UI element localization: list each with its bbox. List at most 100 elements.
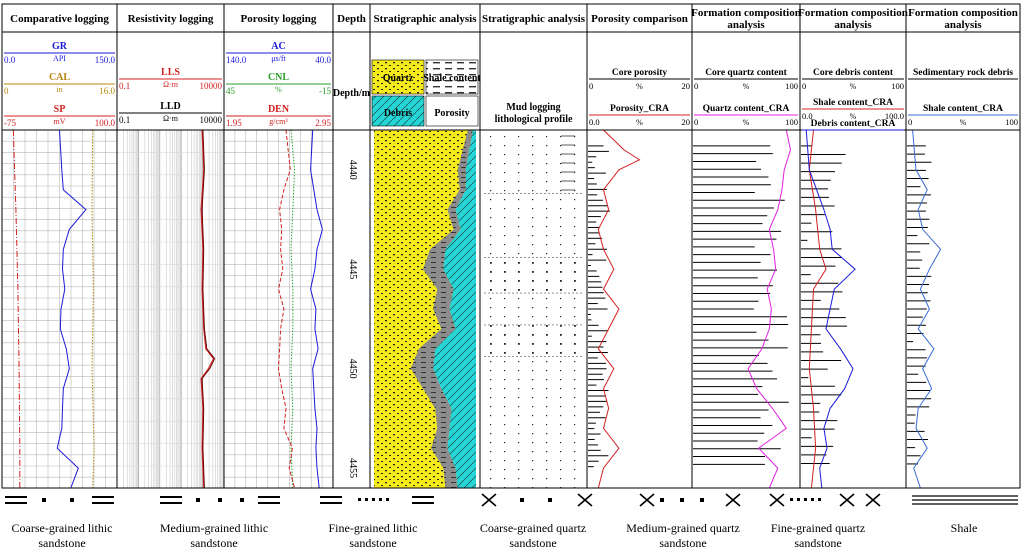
- sand-dot: [504, 289, 506, 291]
- legend-symbol: [797, 498, 800, 501]
- sand-dot: [504, 343, 506, 345]
- sand-dot: [560, 388, 562, 390]
- sand-dot: [560, 406, 562, 408]
- sand-dot: [560, 478, 562, 480]
- curve-name: Quartz content_CRA: [703, 104, 790, 114]
- sand-dot: [560, 334, 562, 336]
- sand-dot: [560, 154, 562, 156]
- sand-dot: [490, 352, 492, 354]
- key-label: Quartz: [383, 73, 414, 84]
- sand-dot: [574, 217, 576, 219]
- sand-dot: [546, 433, 548, 435]
- curve-name: Shale content_CRA: [813, 98, 893, 108]
- sand-dot: [504, 433, 506, 435]
- sand-dot: [532, 352, 534, 354]
- sand-dot: [504, 280, 506, 282]
- legend-symbol: [520, 498, 524, 502]
- stratigraphic-fill: [374, 130, 476, 488]
- scale-min: 0.1: [119, 115, 130, 125]
- sand-dot: [518, 325, 520, 327]
- sand-dot: [518, 244, 520, 246]
- sand-dot: [546, 199, 548, 201]
- sand-dot: [574, 370, 576, 372]
- sand-dot: [518, 181, 520, 183]
- column-title: Formation composition: [798, 7, 908, 19]
- scale-max: 100.0: [885, 111, 904, 121]
- scale-min: 0: [694, 81, 698, 91]
- curve-gr: [56, 129, 87, 489]
- sand-dot: [560, 451, 562, 453]
- scale-unit: Ω·m: [163, 80, 179, 89]
- legend-symbol: [700, 498, 704, 502]
- legend-symbol: [660, 498, 664, 502]
- sand-dot: [490, 478, 492, 480]
- sand-dot: [532, 244, 534, 246]
- sand-dot: [532, 370, 534, 372]
- sand-dot: [518, 217, 520, 219]
- sand-dot: [574, 145, 576, 147]
- sand-dot: [518, 253, 520, 255]
- legend-label: Coarse-grained quartz: [480, 521, 586, 535]
- legend-symbol: [386, 498, 389, 501]
- scale-unit: API: [53, 54, 66, 63]
- sand-dot: [490, 199, 492, 201]
- sand-dot: [546, 298, 548, 300]
- sand-dot: [546, 280, 548, 282]
- sand-dot: [504, 352, 506, 354]
- sand-dot: [504, 424, 506, 426]
- sand-dot: [504, 442, 506, 444]
- sand-dot: [532, 307, 534, 309]
- sand-dot: [574, 298, 576, 300]
- legend-label: sandstone: [509, 536, 556, 550]
- sand-dot: [532, 208, 534, 210]
- key-label: Debris: [384, 108, 412, 119]
- sand-dot: [574, 316, 576, 318]
- legend-label: Medium-grained lithic: [160, 521, 268, 535]
- sand-dot: [574, 244, 576, 246]
- sand-dot: [532, 478, 534, 480]
- sand-dot: [504, 469, 506, 471]
- sand-dot: [518, 361, 520, 363]
- legend-symbol: [358, 498, 361, 501]
- legend-symbol: [365, 498, 368, 501]
- sand-dot: [518, 289, 520, 291]
- sand-dot: [504, 208, 506, 210]
- depth-tick-label: 4440: [347, 160, 358, 180]
- sand-dot: [490, 271, 492, 273]
- sand-dot: [518, 298, 520, 300]
- curve-name: DEN: [268, 104, 290, 115]
- sand-dot: [504, 415, 506, 417]
- sand-dot: [504, 253, 506, 255]
- scale-max: 20: [682, 81, 691, 91]
- sand-dot: [504, 226, 506, 228]
- sand-dot: [574, 172, 576, 174]
- column-headers: Comparative logging Resistivity logging Po…: [4, 7, 1018, 131]
- sand-dot: [490, 298, 492, 300]
- sand-dot: [532, 343, 534, 345]
- scale-min: 0: [908, 117, 912, 127]
- sand-dot: [504, 316, 506, 318]
- scale-max: 20: [682, 117, 691, 127]
- sand-dot: [504, 361, 506, 363]
- legend-symbol: [218, 498, 222, 502]
- sand-dot: [560, 442, 562, 444]
- sand-dot: [560, 316, 562, 318]
- sand-dot: [532, 154, 534, 156]
- sand-dot: [490, 244, 492, 246]
- sand-dot: [532, 388, 534, 390]
- sand-dot: [546, 469, 548, 471]
- sand-dot: [560, 190, 562, 192]
- sand-dot: [574, 451, 576, 453]
- legend-label: Fine-grained lithic: [329, 521, 418, 535]
- scale-max: 2.95: [315, 118, 331, 128]
- sand-dot: [574, 154, 576, 156]
- sand-dot: [574, 262, 576, 264]
- sand-dot: [504, 235, 506, 237]
- sand-dot: [532, 235, 534, 237]
- sand-dot: [504, 406, 506, 408]
- sand-dot: [574, 469, 576, 471]
- legend-symbol: [42, 498, 46, 502]
- legend-label: Shale: [951, 521, 978, 535]
- sand-dot: [546, 316, 548, 318]
- curve-lld: [201, 129, 216, 489]
